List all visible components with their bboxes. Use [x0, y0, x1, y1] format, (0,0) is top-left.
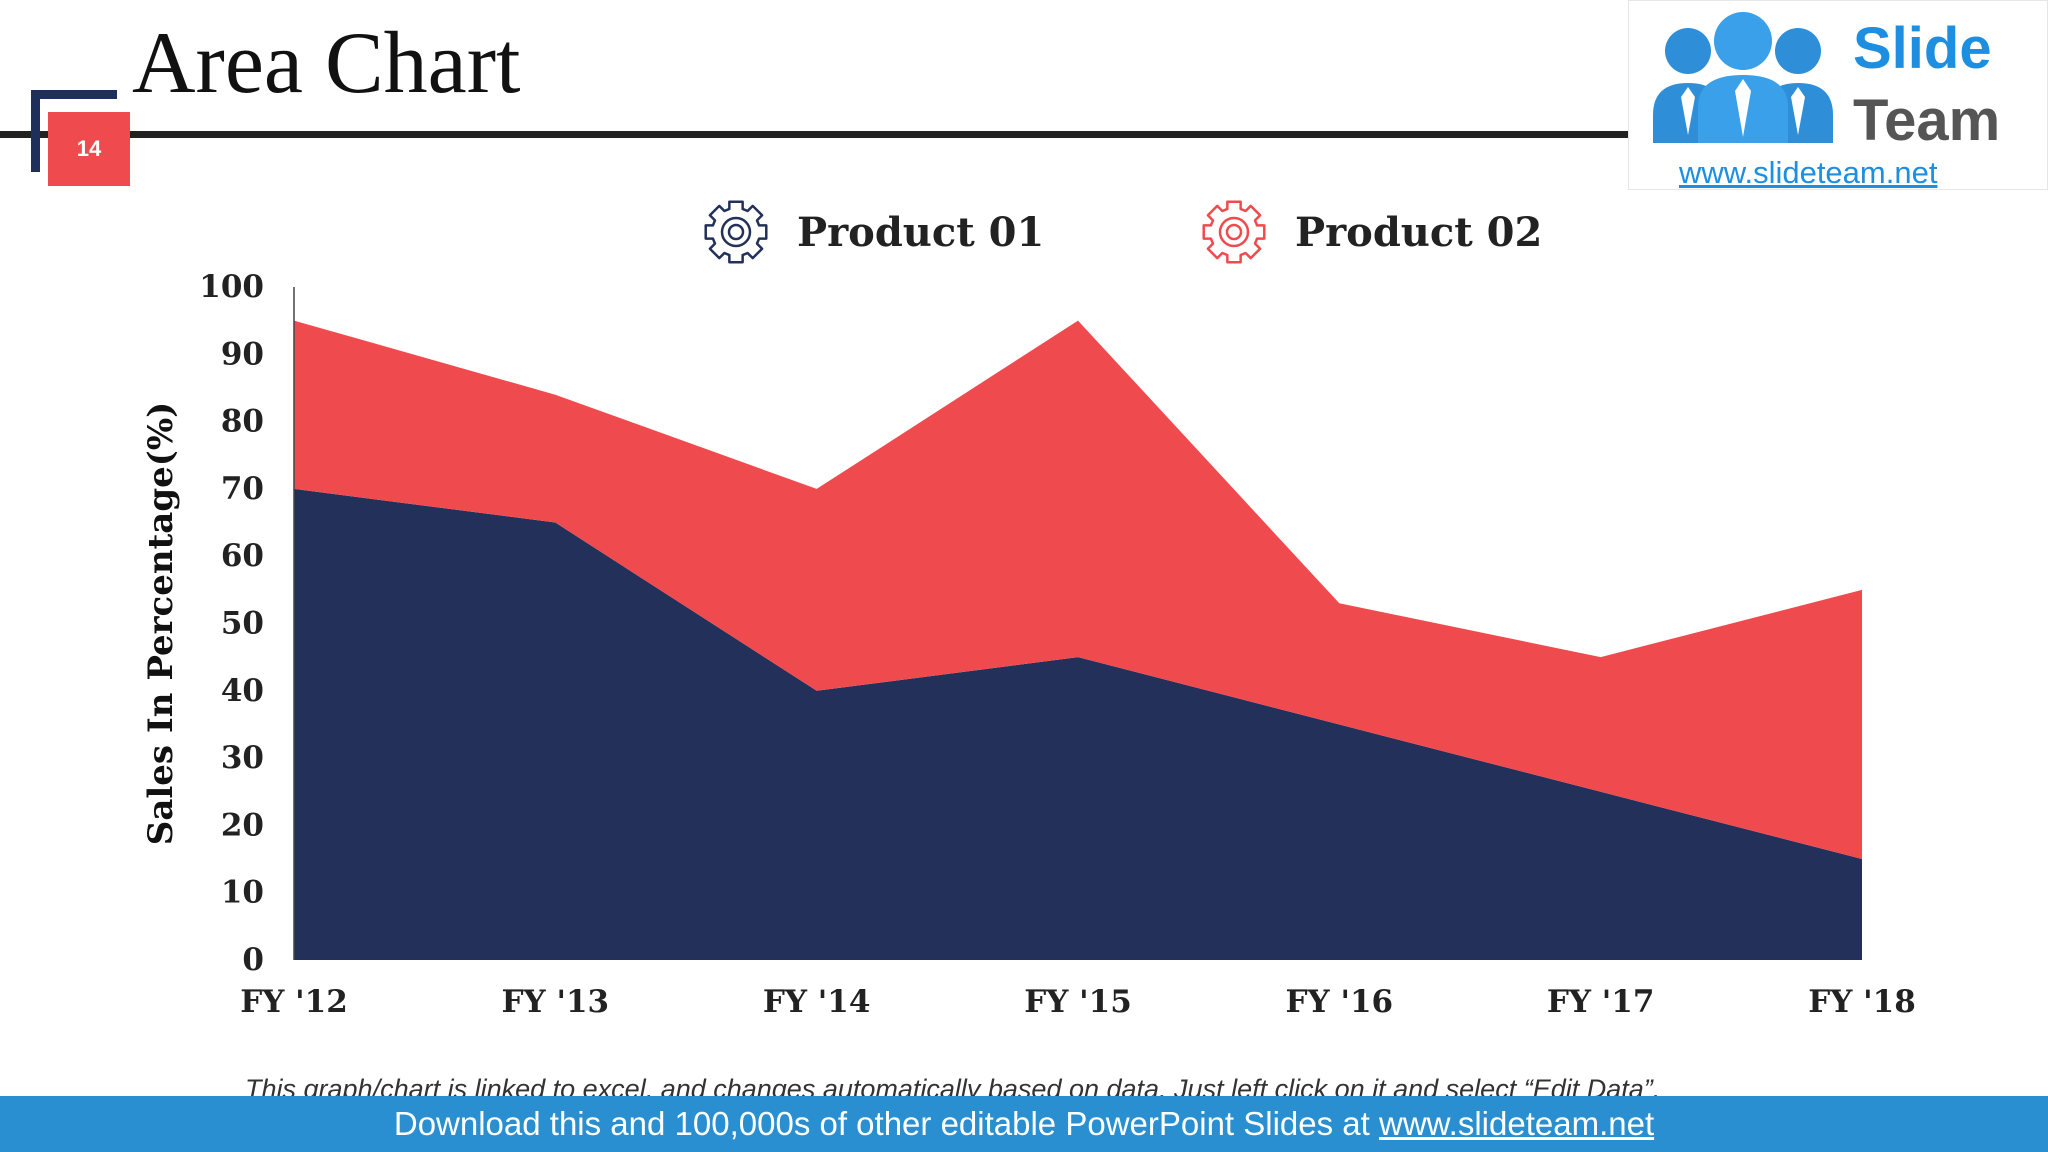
- logo-word-team: Team: [1853, 88, 2001, 153]
- page-title: Area Chart: [132, 15, 521, 112]
- x-tick-label: FY '17: [1547, 984, 1655, 1020]
- series-area-1: [294, 488, 1862, 960]
- x-tick-label: FY '16: [1286, 984, 1394, 1020]
- y-tick-label: 0: [242, 942, 264, 978]
- y-tick-label: 40: [221, 673, 264, 709]
- y-tick-label: 80: [221, 404, 264, 440]
- page-number-badge: 14: [48, 112, 130, 186]
- people-icon: [1653, 12, 1833, 143]
- download-banner: Download this and 100,000s of other edit…: [0, 1096, 2048, 1152]
- slideteam-logo: Slide Team www.slideteam.net: [1628, 0, 2048, 190]
- y-tick-label: 100: [199, 269, 264, 305]
- corner-frame: [31, 90, 117, 172]
- x-tick-label: FY '18: [1808, 984, 1916, 1020]
- y-tick-label: 10: [221, 875, 264, 911]
- banner-link[interactable]: www.slideteam.net: [1379, 1105, 1655, 1142]
- y-axis-label: Sales In Percentage(%): [141, 402, 181, 845]
- series-area-2: [294, 320, 1862, 860]
- y-tick-label: 60: [221, 538, 264, 574]
- title-rule: [0, 131, 1640, 138]
- y-tick-label: 90: [221, 336, 264, 372]
- legend-item-product-02: Product 02: [1198, 196, 1542, 268]
- x-tick-label: FY '12: [240, 984, 348, 1020]
- x-tick-label: FY '15: [1024, 984, 1132, 1020]
- banner-message: Download this and 100,000s of other edit…: [393, 1105, 1379, 1142]
- gear-icon: [704, 200, 768, 264]
- x-tick-label: FY '14: [763, 984, 871, 1020]
- legend-label-product-02: Product 02: [1295, 208, 1543, 256]
- y-tick-label: 20: [221, 807, 264, 843]
- logo-word-slide: Slide: [1853, 16, 1992, 81]
- x-tick-label: FY '13: [502, 984, 610, 1020]
- gear-icon: [1202, 200, 1266, 264]
- y-tick-label: 50: [221, 606, 264, 642]
- y-tick-label: 70: [221, 471, 264, 507]
- logo-url-link[interactable]: www.slideteam.net: [1679, 155, 1938, 190]
- legend-label-product-01: Product 01: [797, 208, 1045, 256]
- legend-item-product-01: Product 01: [700, 196, 1044, 268]
- banner-text: Download this and 100,000s of other edit…: [394, 1105, 1654, 1143]
- y-tick-label: 30: [221, 740, 264, 776]
